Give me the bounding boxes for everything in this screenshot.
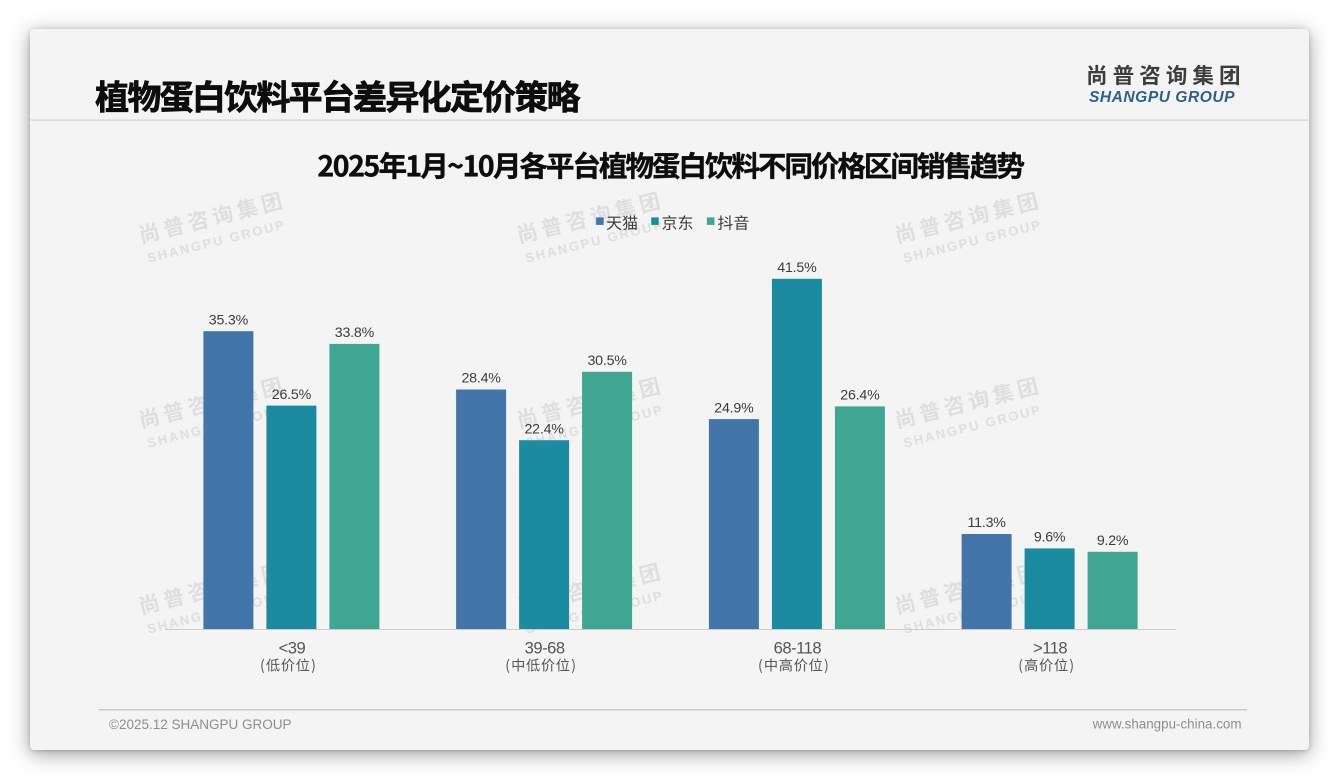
svg-text:39-68: 39-68 [525, 639, 565, 658]
svg-text:41.5%: 41.5% [777, 260, 817, 276]
svg-text:<39: <39 [279, 639, 306, 658]
svg-text:9.6%: 9.6% [1034, 530, 1066, 546]
svg-text:30.5%: 30.5% [587, 353, 627, 369]
svg-text:22.4%: 22.4% [524, 421, 564, 437]
svg-text:28.4%: 28.4% [461, 371, 501, 387]
svg-text:11.3%: 11.3% [968, 515, 1007, 531]
svg-text:24.9%: 24.9% [714, 400, 754, 416]
svg-text:33.8%: 33.8% [335, 325, 375, 341]
svg-text:©2025.12 SHANGPU GROUP: ©2025.12 SHANGPU GROUP [109, 717, 292, 732]
svg-text:9.2%: 9.2% [1097, 533, 1129, 549]
svg-text:26.5%: 26.5% [272, 387, 312, 403]
svg-text:www.shangpu-china.com: www.shangpu-china.com [1092, 717, 1242, 732]
svg-text:35.3%: 35.3% [209, 312, 249, 328]
svg-text:68-118: 68-118 [774, 639, 822, 658]
svg-text:>118: >118 [1033, 639, 1067, 658]
svg-text:SHANGPU GROUP: SHANGPU GROUP [1089, 89, 1235, 106]
svg-text:26.4%: 26.4% [840, 388, 880, 404]
